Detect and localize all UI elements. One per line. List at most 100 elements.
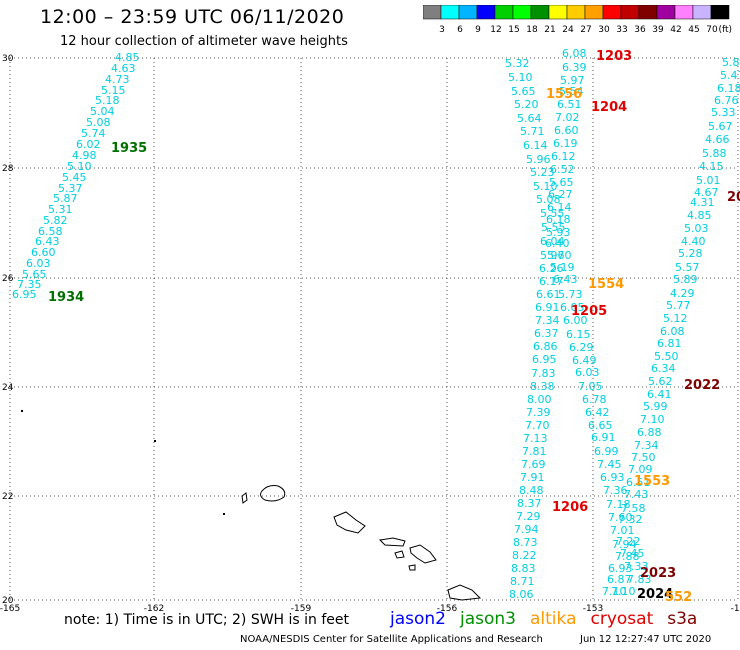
wave-height-value: 6.37 xyxy=(534,327,559,340)
island-kahoolawe xyxy=(408,564,416,571)
colorbar-label: 21 xyxy=(544,25,555,35)
wave-height-value: 6.26 xyxy=(539,262,564,275)
wave-height-value: 5.71 xyxy=(520,125,545,138)
wave-height-value: 7.29 xyxy=(516,510,541,523)
generated-timestamp: Jun 12 12:27:47 UTC 2020 xyxy=(580,634,712,645)
wave-height-value: 6.78 xyxy=(582,393,607,406)
wave-height-value: 6.86 xyxy=(533,340,558,353)
colorbar-label: 3 xyxy=(439,25,445,35)
wave-height-value: 7.34 xyxy=(634,439,659,452)
wave-height-value: 5.08 xyxy=(536,193,561,206)
colorbar-label: 70 xyxy=(706,25,718,35)
wave-height-value: 6.95 xyxy=(532,353,557,366)
wave-height-value: 6.27 xyxy=(548,188,573,201)
wave-height-value: 5.99 xyxy=(643,400,668,413)
wave-height-value: 6.29 xyxy=(569,341,594,354)
wave-height-value: 4.31 xyxy=(690,196,715,209)
satellite-legend: jason2 jason3 altika cryosat s3a xyxy=(390,609,711,629)
wave-height-value: 5.97 xyxy=(540,249,565,262)
wave-height-value: 7.36 xyxy=(603,484,628,497)
pass-time-label: 1935 xyxy=(111,141,147,156)
pass-time-label: 1206 xyxy=(552,500,588,515)
wave-height-value: 5.50 xyxy=(654,350,679,363)
wave-height-value: 4.66 xyxy=(705,133,730,146)
wave-height-value: 6.03 xyxy=(26,257,51,270)
longitude-tick: -15 xyxy=(731,604,740,614)
wave-height-value: 7.05 xyxy=(578,380,603,393)
wave-height-value: 5.10 xyxy=(67,160,92,173)
wave-height-value: 5.04 xyxy=(90,105,115,118)
wave-height-value: 7.81 xyxy=(522,445,547,458)
wave-height-value: 6.49 xyxy=(572,354,597,367)
pass-time-label: 2022 xyxy=(684,378,720,393)
island-hawaii xyxy=(447,584,482,601)
wave-height-value: 8.73 xyxy=(513,536,538,549)
wave-height-value: 6.05 xyxy=(560,301,585,314)
wave-height-value: 6.81 xyxy=(657,337,682,350)
wave-height-value: 6.34 xyxy=(651,362,676,375)
island-dot xyxy=(223,513,225,515)
wave-height-value: 7.69 xyxy=(521,458,546,471)
latitude-tick: 22 xyxy=(2,492,13,502)
colorbar-label: 27 xyxy=(580,25,591,35)
wave-height-value: 5.67 xyxy=(708,120,733,133)
wave-height-value: 5.28 xyxy=(678,247,703,260)
wave-height-value: 4.67 xyxy=(694,186,719,199)
wave-height-value: 5.37 xyxy=(58,182,83,195)
wave-height-value: 4.40 xyxy=(681,235,706,248)
colorbar-label: 36 xyxy=(634,25,646,35)
wave-height-value: 7.39 xyxy=(526,406,551,419)
colorbar-swatch xyxy=(710,5,730,20)
wave-height-value: 7.83 xyxy=(627,573,652,586)
wave-height-value: 7.70 xyxy=(525,419,550,432)
wave-height-value: 6.02 xyxy=(76,138,101,151)
wave-height-value: 5.20 xyxy=(514,98,539,111)
wave-height-value: 7.18 xyxy=(606,498,631,511)
wave-height-value: 7.50 xyxy=(631,451,656,464)
wave-height-value: 5.55 xyxy=(541,221,566,234)
colorbar-unit: (ft) xyxy=(718,25,732,35)
colorbar-label: 33 xyxy=(616,25,627,35)
wave-height-value: 7.60 xyxy=(608,511,633,524)
pass-time-label: 2024 xyxy=(637,587,673,602)
wave-height-value: 6.95 xyxy=(12,288,37,301)
colorbar-label: 24 xyxy=(562,25,574,35)
wave-height-value: 7.45 xyxy=(620,547,645,560)
wave-height-value: 5.08 xyxy=(86,116,111,129)
wave-height-value: 7.10 xyxy=(611,585,636,598)
wave-height-value: 7.32 xyxy=(618,513,643,526)
latitude-tick: 28 xyxy=(2,164,14,174)
wave-height-value: 6.41 xyxy=(647,388,672,401)
wave-height-value: 5.62 xyxy=(648,375,673,388)
longitude-tick: -153 xyxy=(583,604,603,614)
wave-height-value: 5.97 xyxy=(560,74,585,87)
wave-height-value: 7.58 xyxy=(621,502,646,515)
wave-height-value: 7.01 xyxy=(610,524,635,537)
pass-time-label: 2023 xyxy=(640,566,676,581)
latitude-tick: 20 xyxy=(2,596,14,606)
wave-height-value: 5.10 xyxy=(508,71,533,84)
pass-time-label: 1204 xyxy=(591,100,627,115)
wave-height-value: 5.32 xyxy=(505,57,530,70)
wave-height-value: 6.18 xyxy=(546,213,571,226)
island-lanai xyxy=(394,550,405,559)
wave-height-value: 6.91 xyxy=(591,431,616,444)
wave-height-value: 6.61 xyxy=(536,288,561,301)
wave-height-value: 7.35 xyxy=(17,278,42,291)
wave-height-value: 6.17 xyxy=(539,275,564,288)
wave-height-value: 6.43 xyxy=(35,235,60,248)
wave-height-value: 5.19 xyxy=(550,261,575,274)
colorbar-label: 30 xyxy=(598,25,610,35)
pass-time-label: 1203 xyxy=(596,49,632,64)
wave-height-value: 7.09 xyxy=(628,463,653,476)
wave-height-value: 8.00 xyxy=(527,393,552,406)
wave-height-value: 4.15 xyxy=(699,160,724,173)
wave-height-value: 6.52 xyxy=(550,163,575,176)
wave-height-value: 5.31 xyxy=(48,203,73,216)
wave-height-value: 5.82 xyxy=(43,214,68,227)
wave-height-value: 5.74 xyxy=(81,127,106,140)
wave-height-value: 6.93 xyxy=(608,562,633,575)
wave-height-value: 6.15 xyxy=(566,328,591,341)
wave-height-value: 8.83 xyxy=(511,562,536,575)
